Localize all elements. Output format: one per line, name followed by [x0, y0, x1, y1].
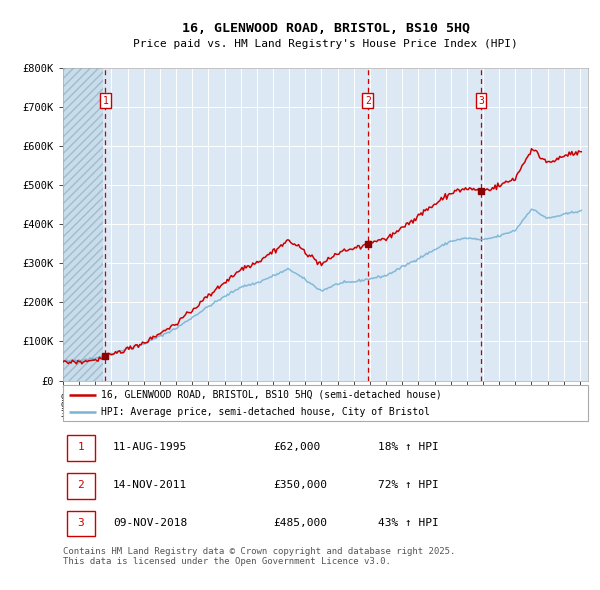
Text: 18% ↑ HPI: 18% ↑ HPI	[378, 442, 439, 453]
Text: 1: 1	[103, 96, 108, 106]
Text: £62,000: £62,000	[273, 442, 320, 453]
Text: 09-NOV-2018: 09-NOV-2018	[113, 518, 187, 528]
Text: 16, GLENWOOD ROAD, BRISTOL, BS10 5HQ (semi-detached house): 16, GLENWOOD ROAD, BRISTOL, BS10 5HQ (se…	[101, 390, 442, 399]
Text: 43% ↑ HPI: 43% ↑ HPI	[378, 518, 439, 528]
Text: 2: 2	[77, 480, 84, 490]
Text: 72% ↑ HPI: 72% ↑ HPI	[378, 480, 439, 490]
FancyBboxPatch shape	[63, 385, 588, 421]
Text: 2: 2	[365, 96, 371, 106]
Text: Price paid vs. HM Land Registry's House Price Index (HPI): Price paid vs. HM Land Registry's House …	[133, 40, 518, 49]
FancyBboxPatch shape	[67, 510, 95, 536]
Text: 16, GLENWOOD ROAD, BRISTOL, BS10 5HQ: 16, GLENWOOD ROAD, BRISTOL, BS10 5HQ	[182, 22, 470, 35]
Text: 3: 3	[77, 518, 84, 528]
Text: 14-NOV-2011: 14-NOV-2011	[113, 480, 187, 490]
Text: £485,000: £485,000	[273, 518, 327, 528]
Text: 1: 1	[77, 442, 84, 453]
Text: Contains HM Land Registry data © Crown copyright and database right 2025.
This d: Contains HM Land Registry data © Crown c…	[63, 546, 455, 566]
Text: HPI: Average price, semi-detached house, City of Bristol: HPI: Average price, semi-detached house,…	[101, 407, 430, 417]
FancyBboxPatch shape	[67, 435, 95, 461]
Text: 11-AUG-1995: 11-AUG-1995	[113, 442, 187, 453]
FancyBboxPatch shape	[67, 473, 95, 499]
Text: £350,000: £350,000	[273, 480, 327, 490]
Text: 3: 3	[478, 96, 484, 106]
